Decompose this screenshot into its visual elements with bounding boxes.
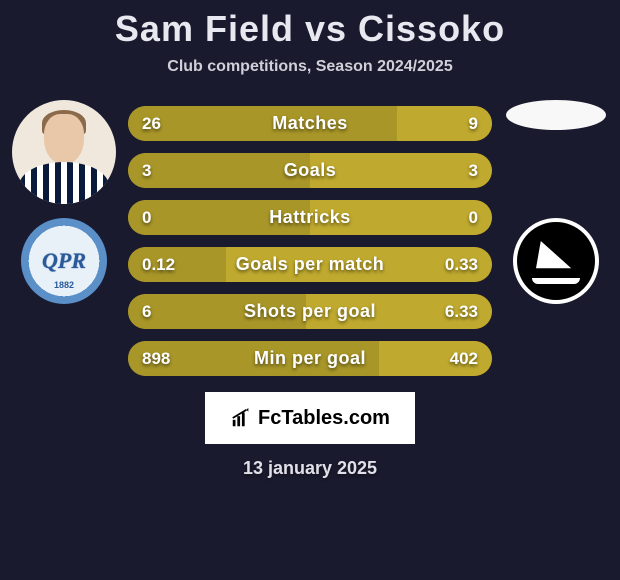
stat-label: Matches xyxy=(190,113,430,134)
stat-right-value: 402 xyxy=(430,349,478,369)
left-player-avatar xyxy=(12,100,116,204)
club-year: 1882 xyxy=(54,280,74,290)
stat-left-value: 6 xyxy=(142,302,190,322)
stat-right-value: 3 xyxy=(430,161,478,181)
stats-column: 26Matches9 3Goals3 0Hattricks0 0.12Goals pe… xyxy=(128,100,492,376)
sail-icon xyxy=(536,241,576,273)
stat-row: 26Matches9 xyxy=(128,106,492,141)
brand-icon xyxy=(230,407,252,429)
stat-left-value: 26 xyxy=(142,114,190,134)
page-subtitle: Club competitions, Season 2024/2025 xyxy=(8,58,612,76)
stat-right-value: 6.33 xyxy=(430,302,478,322)
stat-row: 898Min per goal402 xyxy=(128,341,492,376)
stat-row: 3Goals3 xyxy=(128,153,492,188)
bar-content: 26Matches9 xyxy=(128,113,492,134)
right-player-avatar xyxy=(504,100,608,204)
waves-icon xyxy=(532,278,580,284)
left-club-badge: QPR 1882 xyxy=(21,218,107,304)
avatar-head xyxy=(44,114,84,164)
bar-content: 0Hattricks0 xyxy=(128,207,492,228)
stat-label: Goals xyxy=(190,160,430,181)
stat-row: 6Shots per goal6.33 xyxy=(128,294,492,329)
stat-label: Min per goal xyxy=(190,348,430,369)
comparison-card: Sam Field vs Cissoko Club competitions, … xyxy=(0,0,620,487)
footer-brand-box: FcTables.com xyxy=(205,392,415,444)
stat-right-value: 0.33 xyxy=(430,255,478,275)
date-label: 13 january 2025 xyxy=(8,458,612,479)
ellipse-placeholder xyxy=(506,100,606,130)
club-abbr: QPR xyxy=(42,248,86,274)
stat-right-value: 9 xyxy=(430,114,478,134)
bar-content: 0.12Goals per match0.33 xyxy=(128,254,492,275)
stat-row: 0.12Goals per match0.33 xyxy=(128,247,492,282)
right-player-column xyxy=(500,100,612,304)
stat-left-value: 0.12 xyxy=(142,255,190,275)
avatar-jersey xyxy=(19,162,109,204)
brand-text: FcTables.com xyxy=(258,407,390,430)
bar-content: 3Goals3 xyxy=(128,160,492,181)
page-title: Sam Field vs Cissoko xyxy=(8,8,612,50)
stat-label: Hattricks xyxy=(190,207,430,228)
left-player-column: QPR 1882 xyxy=(8,100,120,304)
stat-left-value: 0 xyxy=(142,208,190,228)
main-area: QPR 1882 26Matches9 3Goals3 0Hattricks0 0.1… xyxy=(8,100,612,376)
stat-label: Goals per match xyxy=(190,254,430,275)
bar-content: 6Shots per goal6.33 xyxy=(128,301,492,322)
stat-row: 0Hattricks0 xyxy=(128,200,492,235)
bar-content: 898Min per goal402 xyxy=(128,348,492,369)
stat-left-value: 898 xyxy=(142,349,190,369)
right-club-badge xyxy=(513,218,599,304)
stat-label: Shots per goal xyxy=(190,301,430,322)
stat-left-value: 3 xyxy=(142,161,190,181)
stat-right-value: 0 xyxy=(430,208,478,228)
